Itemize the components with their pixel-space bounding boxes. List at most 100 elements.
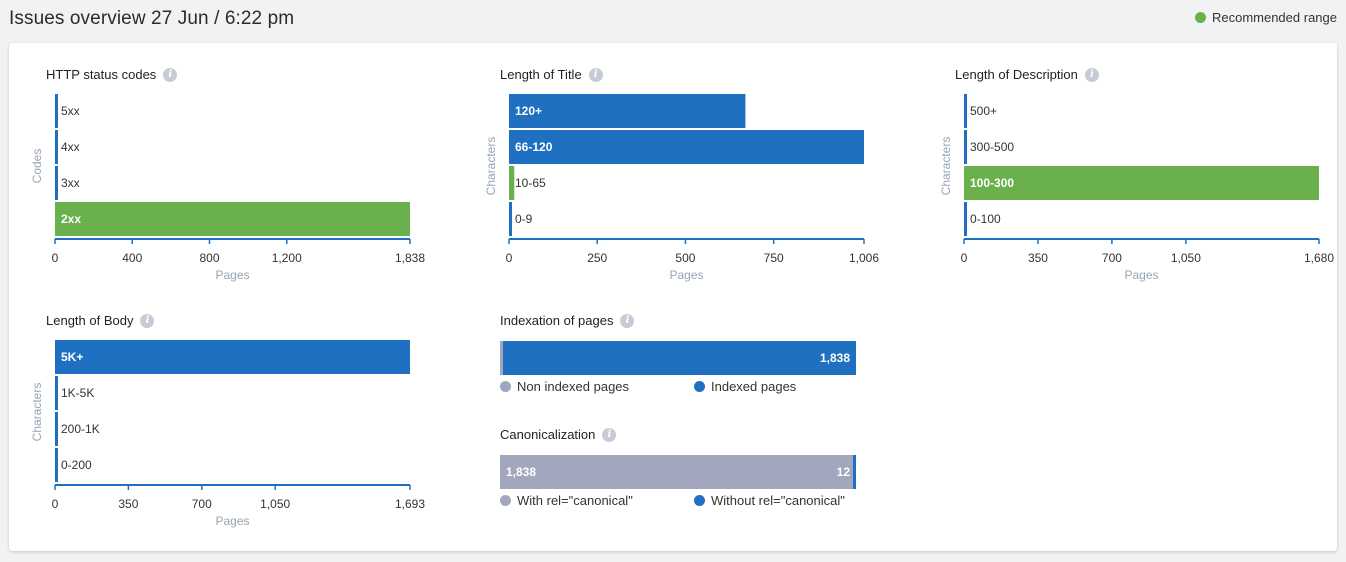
bar-label: 5K+ [61,350,83,364]
indexation-legend-non-indexed: Non indexed pages [500,379,629,394]
x-tick-label: 400 [122,251,142,265]
x-tick-label: 1,838 [395,251,425,265]
bar-200-1K [55,412,58,446]
bar-label: 10-65 [515,176,546,190]
bar-120+ [509,94,746,128]
bar-0-9 [509,202,512,236]
info-icon[interactable]: i [588,67,603,82]
bar-label: 66-120 [515,140,553,154]
bar-label: 120+ [515,104,542,118]
length-title-title: Length of Title i [500,67,603,82]
bar-1K-5K [55,376,58,410]
bar-label: 4xx [61,140,80,154]
length-body-chart: Characters 5K+ 1K-5K 200-1K 0-200 0 350 700 1,05… [30,340,425,528]
with-canonical-label: With rel="canonical" [517,493,633,508]
issues-card: HTTP status codes i Codes 5xx 4xx 3xx 2xx 0 40… [9,43,1337,551]
info-icon[interactable]: i [140,313,155,328]
indexation-widget: Indexation of pages i 01,838 Non indexed… [500,313,870,403]
x-axis-label: Pages [215,514,249,528]
x-tick-label: 350 [118,497,138,511]
http-status-chart: Codes 5xx 4xx 3xx 2xx 0 400 800 1,200 1,838 Pages [30,94,425,282]
x-tick-label: 1,693 [395,497,425,511]
length-description-title: Length of Description i [955,67,1099,82]
canonicalization-bar: 1,838 12 [500,455,856,489]
canonicalization-title-text: Canonicalization [500,427,596,442]
x-tick-label: 750 [764,251,784,265]
length-description-widget: Length of Description i Characters 500+ 30… [939,67,1335,292]
recommended-range-label: Recommended range [1211,10,1337,25]
stack-segment [853,455,856,489]
indexation-title: Indexation of pages i [500,313,635,328]
segment-value-label: 12 [836,465,850,479]
http-status-title: HTTP status codes i [46,67,178,82]
bar-4xx [55,130,58,164]
length-description-title-text: Length of Description [955,67,1078,82]
y-axis-label: Characters [939,137,953,196]
bar-5xx [55,94,58,128]
x-tick-label: 800 [200,251,220,265]
x-tick-label: 1,050 [260,497,290,511]
x-axis-label: Pages [215,268,249,282]
without-canonical-label: Without rel="canonical" [711,493,845,508]
length-body-widget: Length of Body i Characters 5K+ 1K-5K 200-1… [30,313,446,538]
y-axis-label: Codes [30,149,44,184]
bar-label: 300-500 [970,140,1014,154]
info-icon[interactable]: i [163,67,178,82]
bar-label: 1K-5K [61,386,94,400]
bar-3xx [55,166,58,200]
http-status-title-text: HTTP status codes [46,67,157,82]
x-tick-label: 0 [52,497,59,511]
info-icon[interactable]: i [602,427,617,442]
bar-label: 0-9 [515,212,533,226]
recommended-range-legend: Recommended range [1194,10,1337,25]
bar-label: 100-300 [970,176,1014,190]
without-canonical-dot-icon [694,495,705,506]
length-description-chart: Characters 500+ 300-500 100-300 0-100 0 350 700… [939,94,1334,282]
non-indexed-label: Non indexed pages [517,379,630,394]
bar-label: 500+ [970,104,997,118]
stack-segment [500,341,503,375]
length-title-chart: Characters 120+ 66-120 10-65 0-9 0 250 500 750 1,… [484,94,879,282]
indexed-dot-icon [694,381,705,392]
segment-value-label: 1,838 [506,465,537,479]
bar-label: 5xx [61,104,80,118]
non-indexed-dot-icon [500,381,511,392]
length-body-title-text: Length of Body [46,313,134,328]
info-icon[interactable]: i [620,313,635,328]
info-icon[interactable]: i [1084,67,1099,82]
bar-label: 3xx [61,176,80,190]
x-tick-label: 0 [52,251,59,265]
length-body-title: Length of Body i [46,313,155,328]
canonical-legend-with: With rel="canonical" [500,493,633,508]
x-axis-label: Pages [669,268,703,282]
bar-300-500 [964,130,967,164]
x-tick-label: 350 [1028,251,1048,265]
bar-0-100 [964,202,967,236]
http-status-widget: HTTP status codes i Codes 5xx 4xx 3xx 2xx 0 40… [30,67,446,292]
canonical-legend-without: Without rel="canonical" [694,493,845,508]
bar-0-200 [55,448,58,482]
canonicalization-widget: Canonicalization i 1,838 12 With rel="can… [500,427,870,517]
x-tick-label: 0 [961,251,968,265]
x-tick-label: 1,050 [1171,251,1201,265]
bar-2xx [55,202,410,236]
x-tick-label: 250 [587,251,607,265]
bar-66-120 [509,130,864,164]
bar-label: 2xx [61,212,81,226]
bar-100-300 [964,166,1319,200]
bar-label: 0-100 [970,212,1001,226]
x-tick-label: 1,200 [272,251,302,265]
bar-label: 0-200 [61,458,92,472]
x-tick-label: 700 [1102,251,1122,265]
indexation-title-text: Indexation of pages [500,313,614,328]
bar-10-65 [509,166,515,200]
indexation-bar: 01,838 [500,341,856,375]
x-tick-label: 0 [506,251,513,265]
y-axis-label: Characters [484,137,498,196]
canonicalization-title: Canonicalization i [500,427,617,442]
length-title-widget: Length of Title i Characters 120+ 66-120 10… [484,67,900,292]
bar-label: 200-1K [61,422,100,436]
x-tick-label: 500 [675,251,695,265]
y-axis-label: Characters [30,383,44,442]
x-tick-label: 700 [192,497,212,511]
